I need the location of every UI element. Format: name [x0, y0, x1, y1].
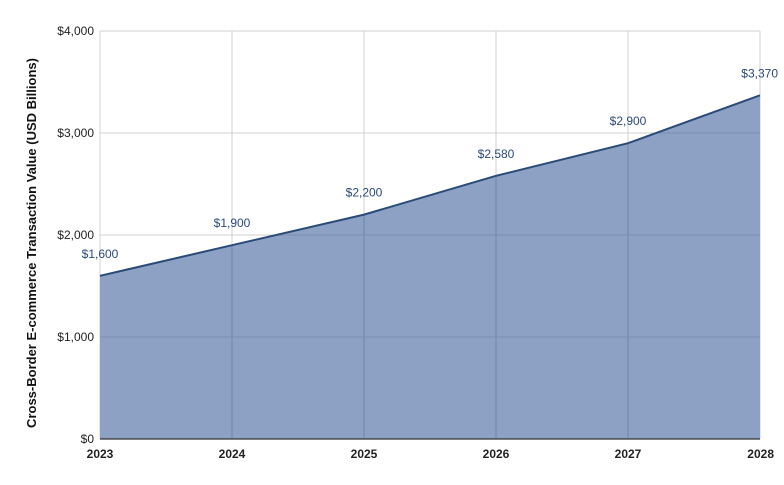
- x-tick-label: 2028: [747, 447, 774, 461]
- area-fill: [100, 95, 760, 439]
- data-label: $1,900: [214, 216, 251, 230]
- y-tick-label: $1,000: [57, 330, 94, 344]
- data-labels: $1,600 $1,900 $2,200 $2,580 $2,900 $3,370: [82, 66, 779, 261]
- y-tick-label: $2,000: [57, 228, 94, 242]
- y-tick-label: $4,000: [57, 24, 94, 38]
- series-line: [99, 94, 761, 277]
- data-label: $2,900: [610, 114, 647, 128]
- x-tick-label: 2027: [615, 447, 642, 461]
- y-tick-label: $0: [81, 432, 95, 446]
- data-label: $2,580: [478, 147, 515, 161]
- y-axis-ticks: $0 $1,000 $2,000 $3,000 $4,000: [57, 24, 94, 446]
- x-tick-label: 2024: [219, 447, 246, 461]
- y-tick-label: $3,000: [57, 126, 94, 140]
- x-tick-label: 2025: [351, 447, 378, 461]
- x-tick-label: 2023: [87, 447, 114, 461]
- data-label: $1,600: [82, 247, 119, 261]
- x-tick-label: 2026: [483, 447, 510, 461]
- data-label: $2,200: [346, 186, 383, 200]
- x-axis-ticks: 2023 2024 2025 2026 2027 2028: [87, 447, 775, 461]
- y-axis-title: Cross-Border E-commerce Transaction Valu…: [24, 58, 39, 428]
- data-label: $3,370: [741, 66, 778, 80]
